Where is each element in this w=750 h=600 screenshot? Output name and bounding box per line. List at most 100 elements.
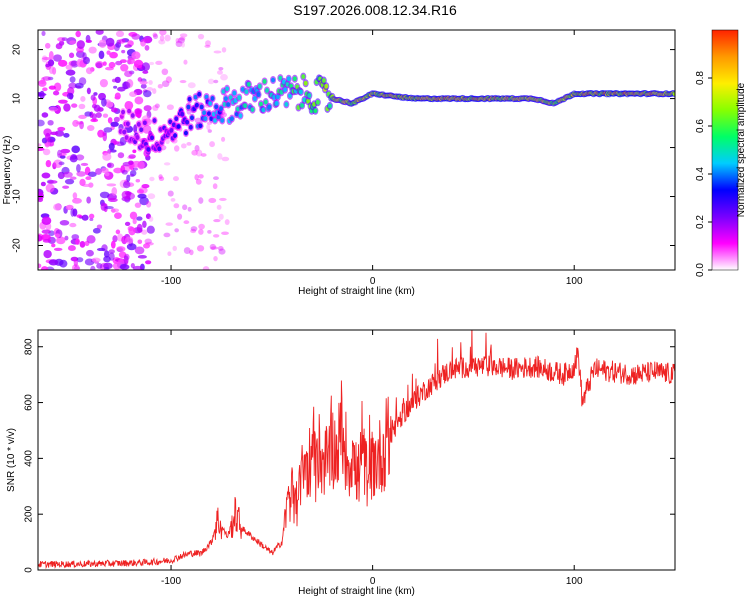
- heatmap-cell: [196, 245, 205, 252]
- heatmap-cell: [76, 40, 85, 49]
- heatmap-cell: [38, 143, 42, 147]
- heatmap-cell: [189, 249, 194, 256]
- heatmap-cell: [179, 36, 186, 41]
- heatmap-cell: [159, 34, 165, 42]
- heatmap-cell: [128, 160, 134, 166]
- heatmap-cell: [202, 266, 210, 270]
- heatmap-cell: [112, 262, 122, 270]
- heatmap-cell: [134, 96, 144, 105]
- heatmap-cell: [214, 104, 219, 110]
- heatmap-cell: [146, 87, 154, 92]
- heatmap-cell: [108, 249, 115, 254]
- heatmap-cell: [108, 142, 115, 151]
- heatmap-cell: [246, 82, 251, 87]
- heatmap-cell: [213, 219, 221, 223]
- heatmap-cell: [128, 154, 136, 159]
- heatmap-cell: [136, 189, 145, 194]
- heatmap-cell: [105, 101, 114, 108]
- heatmap-cell: [218, 67, 224, 71]
- heatmap-cell: [136, 216, 143, 221]
- heatmap-cell: [41, 30, 46, 37]
- heatmap-cell: [300, 103, 305, 108]
- heatmap-cell: [132, 265, 143, 270]
- heatmap-cell: [257, 83, 262, 89]
- heatmap-cell: [221, 156, 230, 162]
- heatmap-cell: [188, 124, 193, 130]
- heatmap-cell: [175, 40, 183, 48]
- x-tick-label: -100: [161, 576, 181, 587]
- heatmap-cell: [134, 108, 143, 115]
- heatmap-cell: [76, 164, 81, 173]
- heatmap-cell: [186, 104, 191, 110]
- heatmap-cell: [142, 220, 147, 228]
- colorbar-tick-label: 0.0: [695, 263, 706, 277]
- heatmap-cell: [161, 68, 169, 76]
- heatmap-cell: [48, 106, 59, 112]
- heatmap-cell: [146, 147, 151, 152]
- heatmap-cell: [96, 224, 103, 230]
- heatmap-cell: [198, 223, 205, 230]
- heatmap-cell: [224, 219, 230, 226]
- heatmap-cell: [38, 92, 42, 97]
- heatmap-cell: [71, 145, 80, 154]
- heatmap-cell: [88, 46, 97, 54]
- colorbar-tick-label: 0.8: [695, 71, 706, 85]
- page-title: S197.2026.008.12.34.R16: [293, 2, 457, 18]
- heatmap-cell: [179, 79, 187, 84]
- heatmap-cell: [47, 119, 54, 126]
- heatmap-cell: [57, 59, 68, 67]
- y-tick-label: 200: [24, 505, 35, 522]
- heatmap-cell: [38, 234, 43, 242]
- heatmap-cell: [243, 103, 248, 109]
- heatmap-cell: [141, 229, 148, 235]
- heatmap-cell: [106, 162, 115, 169]
- heatmap-cell: [61, 37, 68, 42]
- heatmap-cell: [98, 39, 107, 48]
- heatmap-cell: [124, 44, 132, 48]
- y-tick-label: 0: [24, 567, 35, 573]
- heatmap-cell: [180, 41, 185, 48]
- heatmap-cell: [271, 77, 276, 83]
- heatmap-cell: [86, 235, 96, 244]
- heatmap-cell: [217, 153, 223, 160]
- heatmap-cell: [284, 101, 289, 107]
- heatmap-cell: [190, 228, 197, 234]
- heatmap-cell: [68, 52, 75, 59]
- heatmap-cell: [190, 226, 198, 232]
- heatmap-cell: [126, 174, 131, 183]
- heatmap-cell: [113, 167, 123, 174]
- heatmap-cell: [75, 30, 81, 38]
- heatmap-cell: [154, 103, 160, 109]
- heatmap-cell: [172, 176, 179, 182]
- heatmap-cell: [86, 124, 95, 131]
- heatmap-cell: [200, 153, 207, 157]
- heatmap-cell: [122, 180, 131, 189]
- heatmap-cell: [206, 111, 211, 117]
- heatmap-cell: [197, 91, 202, 97]
- heatmap-cell: [194, 145, 200, 152]
- heatmap-cell: [142, 120, 147, 126]
- heatmap-cell: [108, 197, 118, 203]
- heatmap-cell: [124, 100, 134, 110]
- heatmap-cell: [38, 119, 45, 127]
- heatmap-cell: [131, 33, 141, 40]
- heatmap-cell: [80, 96, 86, 102]
- heatmap-cell: [173, 203, 180, 209]
- heatmap-cell: [129, 211, 138, 220]
- heatmap-cell: [134, 202, 142, 208]
- heatmap-cell: [177, 213, 183, 220]
- heatmap-cell: [148, 61, 155, 66]
- heatmap-cell: [194, 102, 199, 108]
- heatmap-cell: [161, 80, 170, 88]
- heatmap-cell: [85, 67, 93, 75]
- heatmap-cell: [137, 255, 147, 259]
- heatmap-cell: [142, 124, 152, 134]
- heatmap-cell: [115, 60, 123, 66]
- heatmap-cell: [115, 229, 121, 235]
- heatmap-cell: [112, 235, 118, 243]
- heatmap-cell: [144, 238, 152, 245]
- heatmap-cell: [173, 133, 178, 138]
- heatmap-cell: [208, 101, 213, 106]
- heatmap-cell: [93, 92, 98, 96]
